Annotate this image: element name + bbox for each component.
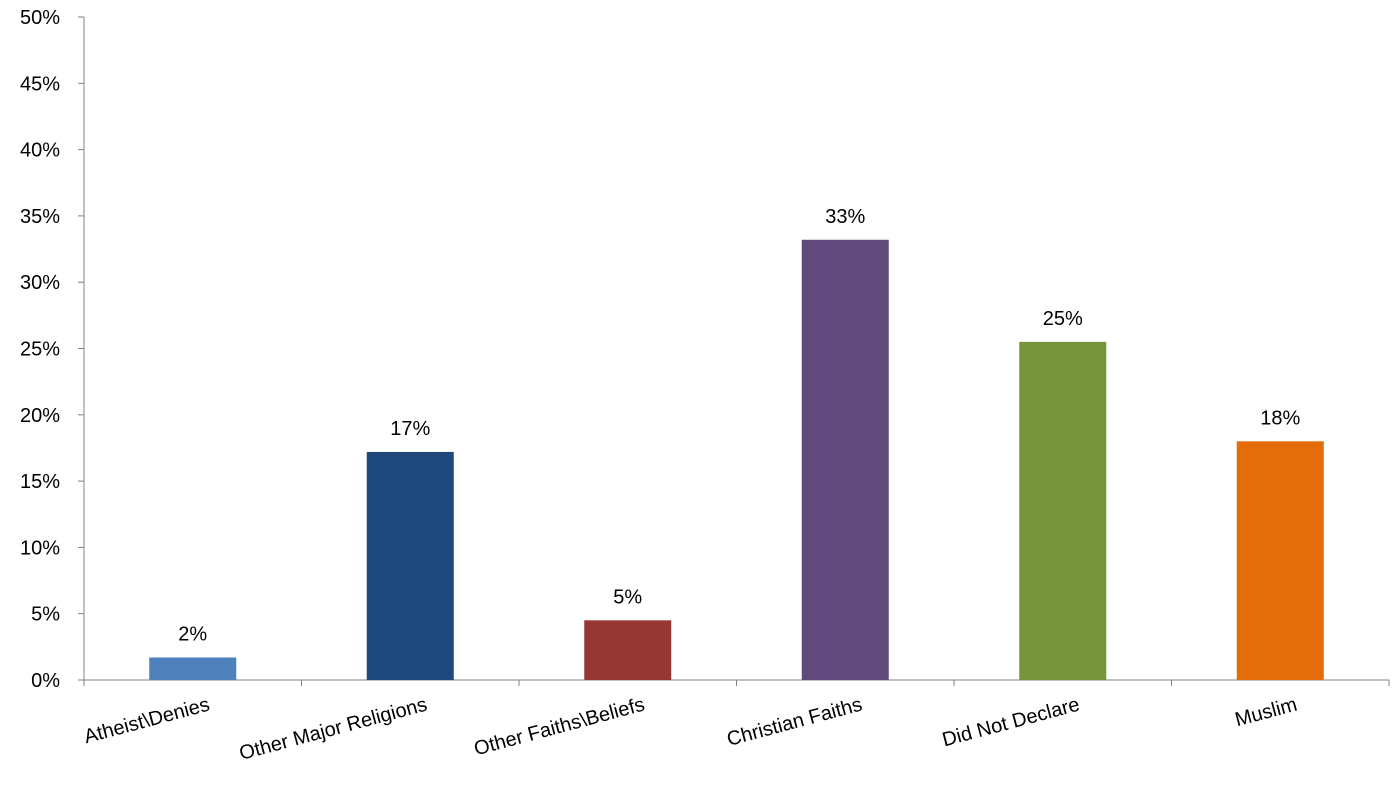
- bar: [584, 620, 672, 680]
- category-label: Other Major Religions: [237, 694, 430, 765]
- data-label: 5%: [613, 586, 642, 608]
- data-labels: 2% 17% 5% 33% 25% 18%: [178, 206, 1300, 646]
- y-tick-label: 35%: [20, 206, 60, 228]
- y-tick-label: 45%: [20, 73, 60, 95]
- bar: [149, 657, 237, 680]
- category-label: Other Faiths\Beliefs: [472, 694, 647, 761]
- y-tick-label: 25%: [20, 339, 60, 361]
- data-label: 18%: [1260, 407, 1300, 429]
- bar: [801, 239, 889, 680]
- y-tick-label: 20%: [20, 405, 60, 427]
- y-tick-label: 5%: [31, 604, 60, 626]
- data-label: 2%: [178, 623, 207, 645]
- bar: [1019, 341, 1107, 680]
- y-tick-label: 40%: [20, 140, 60, 162]
- bars: [149, 239, 1324, 680]
- y-axis: 0% 5% 10% 15% 20% 25% 30% 35% 40% 45% 50%: [20, 7, 85, 692]
- category-label: Christian Faiths: [725, 694, 865, 751]
- data-label: 17%: [390, 418, 430, 440]
- bar: [1236, 441, 1324, 680]
- data-label: 25%: [1043, 308, 1083, 330]
- category-label: Atheist\Denies: [82, 694, 212, 749]
- y-tick-label: 10%: [20, 537, 60, 559]
- y-tick-label: 50%: [20, 7, 60, 29]
- y-tick-label: 30%: [20, 272, 60, 294]
- category-labels: Atheist\Denies Other Major Religions Other…: [82, 694, 1300, 765]
- bar: [366, 451, 454, 680]
- y-tick-label: 0%: [31, 670, 60, 692]
- category-label: Muslim: [1233, 694, 1300, 732]
- data-label: 33%: [825, 206, 865, 228]
- x-axis: [83, 679, 1390, 686]
- y-tick-label: 15%: [20, 471, 60, 493]
- category-label: Did Not Declare: [940, 694, 1082, 752]
